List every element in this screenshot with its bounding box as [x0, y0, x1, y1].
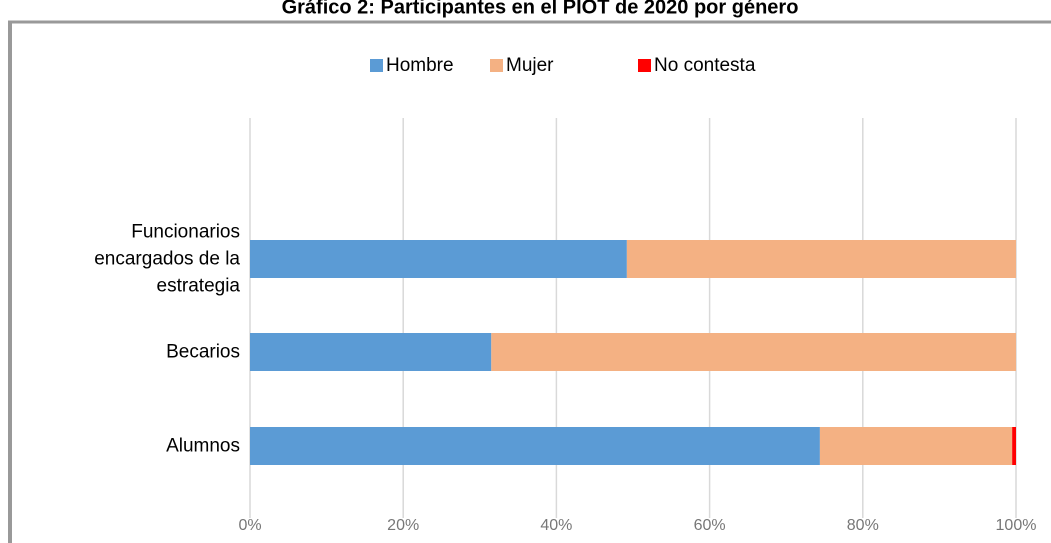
x-tick-label: 80%	[847, 517, 879, 534]
x-tick-label: 60%	[694, 517, 726, 534]
x-tick-label: 40%	[540, 517, 572, 534]
legend-swatch	[638, 59, 651, 72]
bar	[819, 427, 1013, 465]
legend-swatch	[490, 59, 503, 72]
x-tick-label: 20%	[387, 517, 419, 534]
bar	[250, 427, 820, 465]
legend-label: No contesta	[654, 55, 756, 76]
bar	[626, 240, 1016, 278]
bar	[250, 240, 627, 278]
legend-label: Hombre	[386, 55, 454, 76]
x-tick-label: 0%	[238, 517, 261, 534]
bar	[250, 333, 492, 371]
x-tick-label: 100%	[996, 517, 1037, 534]
y-tick-label: Funcionarios encargados de la estrategia	[94, 221, 240, 297]
bar	[1012, 427, 1016, 465]
y-tick-label: Becarios	[166, 341, 240, 363]
y-tick-label: Alumnos	[166, 435, 240, 457]
bar	[491, 333, 1016, 371]
legend-label: Mujer	[506, 55, 554, 76]
chart-title: Gráfico 2: Participantes en el PIOT de 2…	[282, 0, 799, 18]
legend-swatch	[370, 59, 383, 72]
